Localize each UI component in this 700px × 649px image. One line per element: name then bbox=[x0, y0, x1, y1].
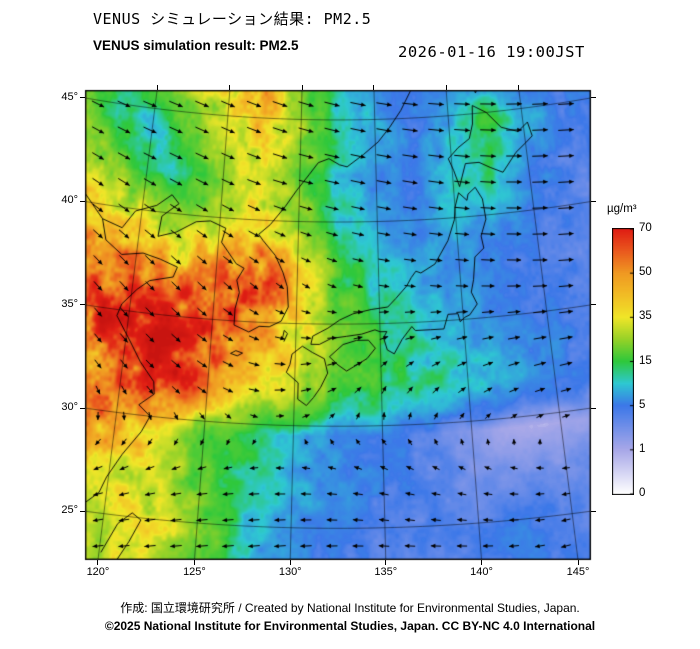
colorbar-tick-label: 50 bbox=[639, 266, 652, 279]
axis-tick bbox=[229, 85, 231, 90]
lat-tick-label: 30° bbox=[61, 401, 78, 414]
colorbar-gradient bbox=[612, 228, 634, 495]
axis-tick bbox=[591, 407, 596, 409]
axis-tick bbox=[289, 560, 291, 565]
lon-tick-label: 140° bbox=[470, 566, 493, 578]
colorbar-tick-label: 1 bbox=[639, 442, 646, 455]
axis-tick bbox=[193, 560, 195, 565]
colorbar-tick-label: 5 bbox=[639, 398, 646, 411]
axis-tick bbox=[80, 200, 85, 202]
lat-tick-label: 40° bbox=[61, 194, 78, 207]
colorbar-tick-label: 35 bbox=[639, 310, 652, 323]
axis-tick bbox=[373, 85, 375, 90]
lat-tick-label: 35° bbox=[61, 297, 78, 310]
page-title-english: VENUS simulation result: PM2.5 bbox=[93, 38, 299, 53]
axis-tick bbox=[80, 97, 85, 99]
credit-line: 作成: 国立環境研究所 / Created by National Instit… bbox=[120, 601, 580, 615]
lon-tick-label: 125° bbox=[183, 566, 206, 578]
lon-tick-label: 135° bbox=[374, 566, 398, 578]
colorbar-unit-label: µg/m³ bbox=[607, 203, 637, 215]
axis-tick bbox=[591, 304, 596, 306]
colorbar-tick-label: 70 bbox=[639, 222, 652, 234]
axis-tick bbox=[156, 85, 158, 90]
page-title-japanese: VENUS シミュレーション結果: PM2.5 bbox=[93, 10, 372, 28]
forecast-timestamp: 2026-01-16 19:00JST bbox=[398, 43, 585, 61]
axis-tick bbox=[385, 560, 387, 565]
axis-tick bbox=[591, 200, 596, 202]
axis-tick bbox=[518, 85, 520, 90]
colorbar-tick-label: 0 bbox=[639, 487, 646, 499]
axis-tick bbox=[97, 560, 99, 565]
axis-tick bbox=[80, 407, 85, 409]
axis-tick bbox=[80, 304, 85, 306]
copyright-line: ©2025 National Institute for Environment… bbox=[104, 619, 596, 633]
pm25-concentration-map bbox=[40, 80, 600, 580]
lon-tick-label: 130° bbox=[278, 566, 302, 578]
axis-tick bbox=[445, 85, 447, 90]
axis-tick bbox=[591, 97, 596, 99]
axis-tick bbox=[80, 510, 85, 512]
axis-tick bbox=[301, 85, 303, 90]
axis-tick bbox=[591, 510, 596, 512]
colorbar-tick-label: 15 bbox=[639, 354, 652, 367]
lat-tick-label: 25° bbox=[61, 504, 78, 517]
lon-tick-label: 145° bbox=[566, 566, 590, 578]
lon-tick-label: 120° bbox=[86, 566, 110, 578]
axis-tick bbox=[481, 560, 483, 565]
lat-tick-label: 45° bbox=[61, 90, 78, 103]
axis-tick bbox=[577, 560, 579, 565]
